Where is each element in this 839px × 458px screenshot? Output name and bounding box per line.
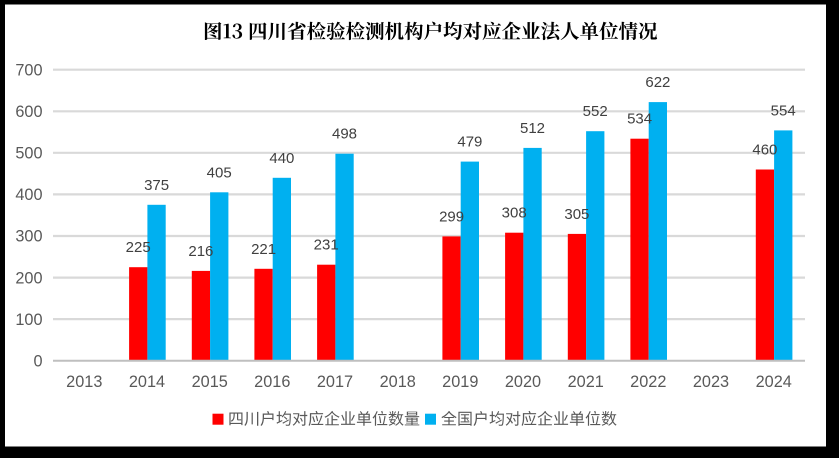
svg-text:375: 375 (144, 177, 169, 194)
svg-text:460: 460 (752, 142, 777, 159)
svg-text:216: 216 (188, 243, 213, 260)
svg-text:231: 231 (314, 237, 339, 254)
svg-text:299: 299 (439, 208, 464, 225)
svg-text:534: 534 (627, 111, 652, 128)
svg-text:500: 500 (15, 145, 42, 163)
svg-text:2022: 2022 (630, 373, 666, 391)
svg-text:2016: 2016 (254, 373, 290, 391)
svg-text:308: 308 (502, 205, 527, 222)
svg-text:400: 400 (15, 186, 42, 204)
svg-text:498: 498 (332, 126, 357, 143)
svg-text:2014: 2014 (129, 373, 165, 391)
svg-text:554: 554 (771, 102, 796, 119)
svg-text:0: 0 (33, 352, 42, 370)
svg-text:2013: 2013 (66, 373, 102, 391)
svg-text:2020: 2020 (505, 373, 541, 391)
svg-text:622: 622 (645, 74, 670, 91)
svg-text:2019: 2019 (442, 373, 478, 391)
svg-text:512: 512 (520, 120, 545, 137)
svg-text:700: 700 (15, 61, 42, 79)
svg-text:300: 300 (15, 228, 42, 246)
svg-text:552: 552 (583, 103, 608, 120)
svg-text:2024: 2024 (756, 373, 792, 391)
svg-text:2023: 2023 (693, 373, 729, 391)
svg-text:440: 440 (269, 150, 294, 167)
svg-text:200: 200 (15, 269, 42, 287)
svg-text:405: 405 (207, 164, 232, 181)
svg-text:479: 479 (457, 134, 482, 151)
svg-text:2021: 2021 (568, 373, 604, 391)
svg-text:305: 305 (564, 206, 589, 223)
svg-text:225: 225 (126, 239, 151, 256)
svg-text:2017: 2017 (317, 373, 353, 391)
svg-text:2015: 2015 (192, 373, 228, 391)
svg-text:221: 221 (251, 241, 276, 258)
svg-text:100: 100 (15, 311, 42, 329)
svg-text:2018: 2018 (380, 373, 416, 391)
svg-text:600: 600 (15, 103, 42, 121)
